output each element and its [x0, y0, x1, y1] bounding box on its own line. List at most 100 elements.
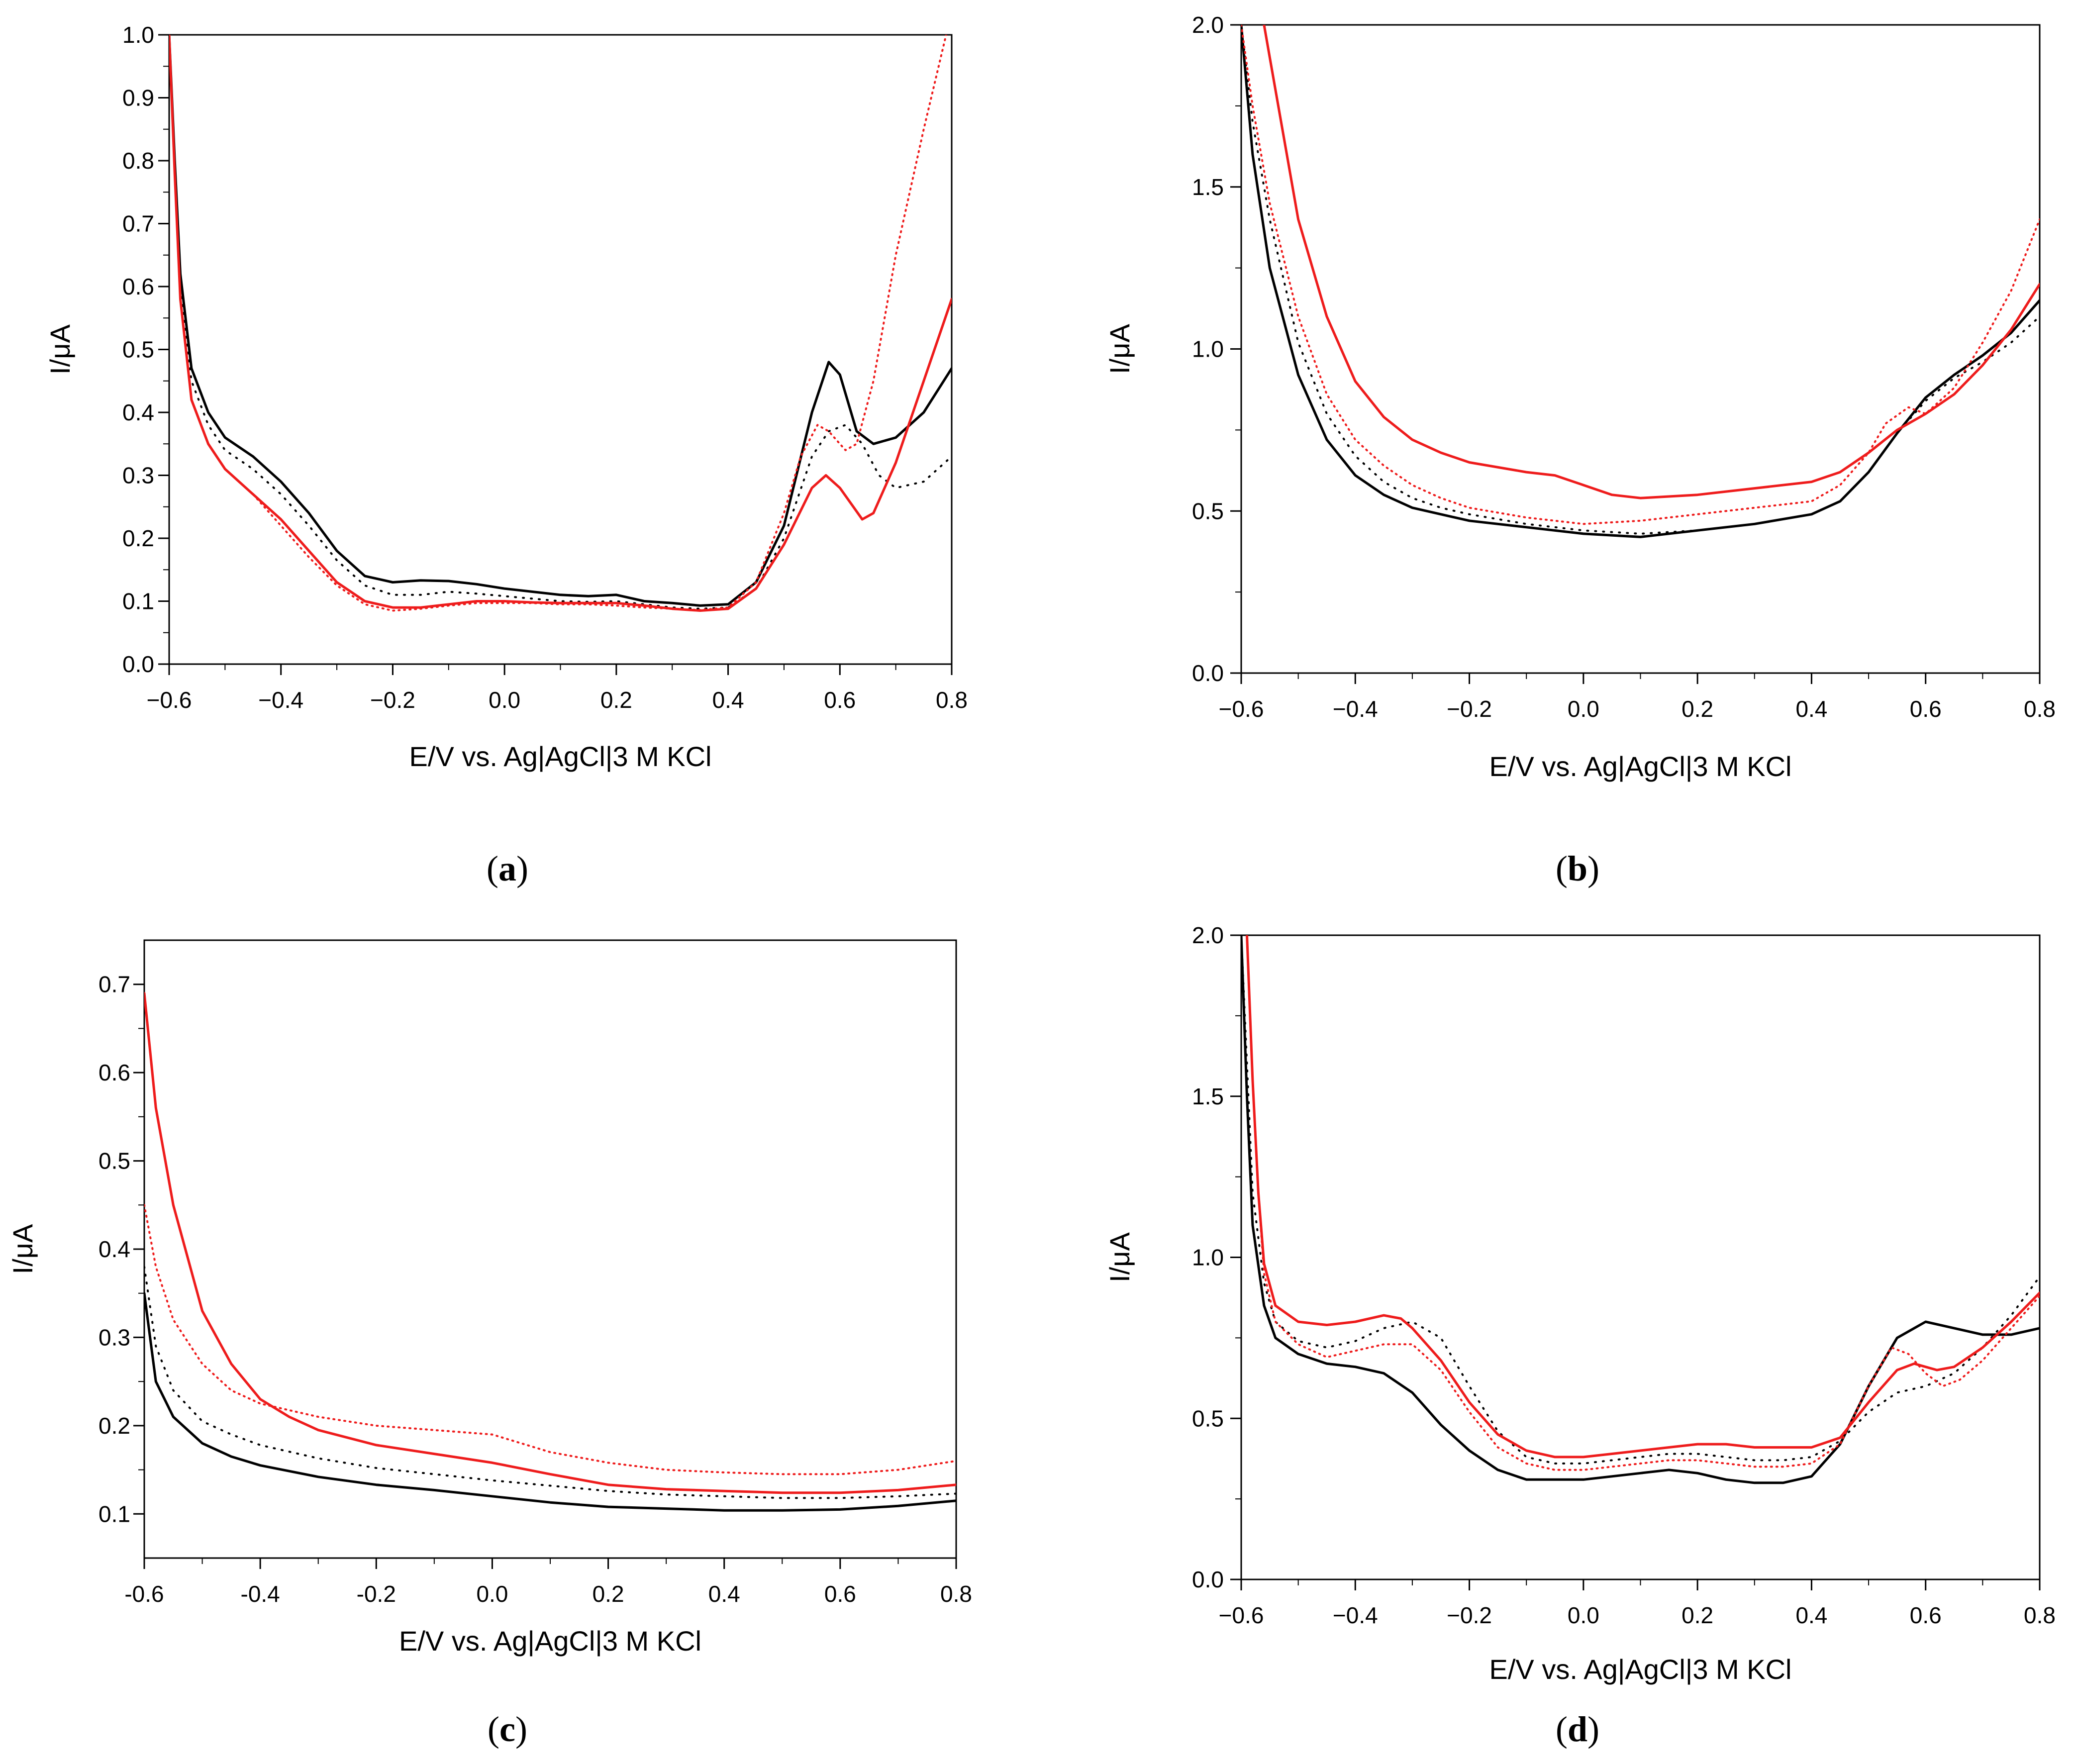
x-tick-label-a: 0.8	[936, 687, 968, 713]
x-tick-label-d: 0.8	[2024, 1602, 2056, 1628]
y-tick-label-c: 0.7	[99, 972, 130, 997]
chart-panel-c: -0.6 -0.4 -0.2 0.0 0.2 0.4 0.6 0.8 0.1 0.2 0.3 0.4 0…	[7, 939, 972, 1657]
series-line-d-red-solid	[1246, 935, 2040, 1459]
series-line-b-black-solid	[1241, 25, 2040, 538]
x-tick-label-c: -0.2	[357, 1581, 396, 1607]
x-tick-label-c: -0.6	[124, 1581, 164, 1607]
x-tick-label-b: −0.2	[1447, 696, 1492, 722]
series-line-c-black-solid	[144, 1292, 956, 1512]
x-tick-label-b: 0.2	[1681, 696, 1713, 722]
x-axis-label-c: E/V vs. Ag|AgCl|3 M KCl	[399, 1625, 701, 1657]
x-tick-label-d: 0.0	[1568, 1602, 1599, 1628]
y-tick-label-a: 0.9	[122, 85, 154, 111]
x-tick-label-b: −0.4	[1333, 696, 1378, 722]
series-line-c-red-dotted	[144, 1204, 956, 1475]
x-tick-label-d: −0.4	[1333, 1602, 1378, 1628]
y-tick-label-a: 0.0	[122, 651, 154, 677]
y-tick-label-d: 1.0	[1192, 1245, 1224, 1271]
y-tick-label-a: 0.4	[122, 399, 154, 425]
series-line-d-red-dotted	[1246, 935, 2040, 1471]
y-axis-label-c: I/μA	[7, 1224, 38, 1274]
y-tick-label-b: 0.0	[1192, 660, 1224, 686]
x-tick-label-d: 0.4	[1795, 1602, 1827, 1628]
chart-panel-d: −0.6 −0.4 −0.2 0.0 0.2 0.4 0.6 0.8 0.0 0.5 1.0 1.5 2…	[1104, 922, 2056, 1685]
x-tick-label-b: −0.6	[1219, 696, 1264, 722]
x-tick-label-a: 0.6	[824, 687, 856, 713]
panel-letter-b: b	[1567, 849, 1588, 888]
y-tick-label-c: 0.6	[99, 1060, 130, 1085]
series-line-c-black-dotted	[144, 1266, 956, 1499]
series-line-a-black-solid	[169, 35, 952, 607]
y-tick-label-c: 0.3	[99, 1324, 130, 1350]
y-axis-label-b: I/μA	[1104, 323, 1135, 374]
x-tick-label-c: 0.8	[940, 1581, 972, 1607]
y-tick-label-a: 1.0	[122, 22, 154, 48]
y-tick-label-b: 1.0	[1192, 336, 1224, 362]
x-tick-label-b: 0.4	[1795, 696, 1827, 722]
panel-caption-d: (d)	[1555, 1709, 1599, 1749]
plot-frame-a	[168, 34, 953, 665]
y-tick-label-c: 0.1	[99, 1501, 130, 1527]
panel-letter-c: c	[499, 1709, 515, 1749]
y-tick-label-a: 0.7	[122, 211, 154, 237]
plot-frame-d	[1240, 934, 2041, 1580]
x-axis-label-a: E/V vs. Ag|AgCl|3 M KCl	[409, 741, 712, 772]
plot-frame-b	[1240, 24, 2041, 674]
y-tick-label-d: 1.5	[1192, 1083, 1224, 1109]
x-tick-label-a: 0.2	[600, 687, 632, 713]
panel-caption-c: (c)	[488, 1709, 527, 1749]
x-tick-label-a: 0.4	[712, 687, 744, 713]
y-axis-label-a: I/μA	[44, 324, 76, 374]
panel-letter-a: a	[498, 849, 516, 888]
y-tick-label-a: 0.5	[122, 337, 154, 363]
series-line-b-red-dotted	[1241, 25, 2040, 525]
x-tick-label-a: 0.0	[489, 687, 520, 713]
y-tick-label-a: 0.2	[122, 525, 154, 551]
x-tick-label-d: 0.2	[1681, 1602, 1713, 1628]
y-tick-label-d: 0.0	[1192, 1567, 1224, 1592]
y-tick-label-d: 2.0	[1192, 922, 1224, 948]
series-line-b-red-solid	[1263, 25, 2040, 499]
x-tick-label-a: −0.2	[370, 687, 415, 713]
x-tick-label-b: 0.6	[1910, 696, 1942, 722]
y-tick-label-d: 0.5	[1192, 1405, 1224, 1431]
y-tick-label-b: 0.5	[1192, 498, 1224, 524]
y-tick-label-c: 0.4	[99, 1236, 130, 1262]
y-tick-label-c: 0.2	[99, 1413, 130, 1439]
series-line-a-black-dotted	[169, 35, 952, 610]
panel-letter-d: d	[1567, 1709, 1588, 1749]
x-axis-label-d: E/V vs. Ag|AgCl|3 M KCl	[1489, 1654, 1792, 1685]
x-tick-label-b: 0.8	[2024, 696, 2056, 722]
y-tick-label-c: 0.5	[99, 1148, 130, 1174]
y-tick-label-b: 1.5	[1192, 174, 1224, 200]
panel-caption-b: (b)	[1555, 849, 1599, 888]
x-tick-label-d: 0.6	[1910, 1602, 1942, 1628]
y-tick-label-b: 2.0	[1192, 12, 1224, 38]
series-line-a-red-dotted	[169, 35, 947, 612]
x-tick-label-b: 0.0	[1568, 696, 1599, 722]
y-tick-label-a: 0.3	[122, 463, 154, 489]
y-axis-label-d: I/μA	[1104, 1232, 1135, 1282]
x-tick-label-c: 0.4	[708, 1581, 740, 1607]
x-tick-label-d: −0.6	[1219, 1602, 1264, 1628]
series-line-d-black-dotted	[1241, 935, 2040, 1465]
x-tick-label-a: −0.6	[147, 687, 192, 713]
y-tick-label-a: 0.8	[122, 148, 154, 174]
series-line-d-black-solid	[1241, 935, 2040, 1484]
chart-panel-b: −0.6 −0.4 −0.2 0.0 0.2 0.4 0.6 0.8 0.0 0.5 1.0 1.5 2…	[1104, 12, 2056, 782]
series-line-a-red-solid	[169, 35, 952, 612]
y-tick-label-a: 0.1	[122, 588, 154, 614]
x-axis-label-b: E/V vs. Ag|AgCl|3 M KCl	[1489, 751, 1792, 782]
series-line-b-black-dotted	[1241, 25, 2040, 535]
panel-caption-a: (a)	[487, 849, 528, 888]
y-tick-label-a: 0.6	[122, 274, 154, 299]
x-tick-label-a: −0.4	[258, 687, 303, 713]
x-tick-label-c: 0.0	[476, 1581, 508, 1607]
x-tick-label-c: -0.4	[241, 1581, 280, 1607]
x-tick-label-d: −0.2	[1447, 1602, 1492, 1628]
series-line-c-red-solid	[144, 992, 956, 1494]
x-tick-label-c: 0.2	[593, 1581, 624, 1607]
x-tick-label-c: 0.6	[824, 1581, 856, 1607]
chart-panel-a: −0.6 −0.4 −0.2 0.0 0.2 0.4 0.6 0.8 0.0 0.1 0.2 0.3 0…	[44, 22, 968, 772]
